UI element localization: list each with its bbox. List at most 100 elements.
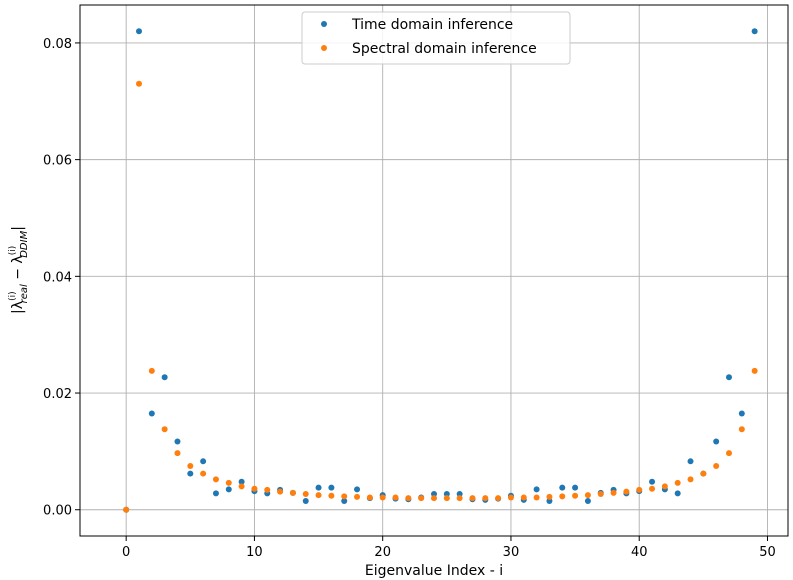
data-point bbox=[392, 494, 399, 501]
data-point bbox=[559, 484, 566, 491]
data-point bbox=[572, 492, 579, 499]
ylabel-minus: − λ bbox=[10, 255, 26, 284]
data-point bbox=[405, 495, 412, 502]
data-point bbox=[584, 492, 591, 499]
data-point bbox=[751, 28, 758, 35]
data-point bbox=[546, 493, 553, 500]
data-point bbox=[341, 497, 348, 504]
x-tick-label: 0 bbox=[122, 545, 130, 560]
ylabel-sup1: (i) bbox=[8, 291, 18, 301]
data-point bbox=[341, 493, 348, 500]
ylabel-close: | bbox=[10, 226, 26, 231]
data-point bbox=[418, 495, 425, 502]
data-point bbox=[687, 476, 694, 483]
data-point bbox=[533, 486, 540, 493]
data-point bbox=[507, 494, 514, 501]
data-point bbox=[661, 483, 668, 490]
data-point bbox=[212, 476, 219, 483]
data-point bbox=[687, 458, 694, 465]
plot-area-frame bbox=[79, 4, 789, 537]
y-axis-label: |λ(i)real − λ(i)DDIM| bbox=[8, 226, 30, 314]
data-point bbox=[174, 438, 181, 445]
data-point bbox=[751, 367, 758, 374]
data-point bbox=[148, 410, 155, 417]
data-point bbox=[366, 494, 373, 501]
data-point bbox=[212, 490, 219, 497]
data-point bbox=[225, 479, 232, 486]
ylabel-sub2: DDIM bbox=[19, 230, 30, 257]
data-point bbox=[302, 497, 309, 504]
data-point bbox=[649, 478, 656, 485]
data-point bbox=[161, 426, 168, 433]
data-point bbox=[649, 485, 656, 492]
data-point bbox=[482, 495, 489, 502]
data-point bbox=[726, 450, 732, 457]
data-point bbox=[700, 470, 707, 477]
data-point bbox=[431, 495, 437, 502]
grid-layer bbox=[80, 5, 788, 536]
data-point bbox=[713, 462, 720, 469]
data-point bbox=[328, 484, 335, 491]
data-point bbox=[289, 489, 296, 496]
data-point bbox=[200, 458, 207, 465]
data-point bbox=[738, 426, 745, 433]
points-layer bbox=[123, 28, 758, 513]
ylabel-sub1: real bbox=[19, 284, 30, 303]
data-point bbox=[674, 490, 681, 497]
data-point bbox=[469, 495, 476, 502]
data-point bbox=[354, 493, 361, 500]
data-point bbox=[533, 494, 540, 501]
data-point bbox=[674, 479, 681, 486]
x-tick-label: 50 bbox=[759, 545, 776, 560]
data-point bbox=[187, 462, 194, 469]
data-point bbox=[456, 495, 463, 502]
y-tick-label: 0.02 bbox=[43, 387, 72, 402]
data-point bbox=[610, 489, 617, 496]
data-point bbox=[225, 486, 232, 493]
data-point bbox=[597, 490, 604, 497]
legend-label-spectral: Spectral domain inference bbox=[352, 41, 537, 57]
x-axis-label: Eigenvalue Index - i bbox=[365, 563, 503, 579]
ylabel-open: |λ bbox=[10, 301, 26, 314]
data-point bbox=[238, 483, 245, 490]
data-point bbox=[738, 410, 745, 417]
x-tick-label: 30 bbox=[503, 545, 520, 560]
data-point bbox=[238, 478, 245, 485]
data-point bbox=[123, 506, 130, 513]
data-point bbox=[520, 494, 527, 501]
data-point bbox=[187, 470, 194, 477]
data-point bbox=[572, 484, 579, 491]
data-point bbox=[443, 495, 450, 502]
data-point bbox=[379, 494, 386, 501]
data-point bbox=[726, 374, 732, 381]
y-tick-label: 0.08 bbox=[43, 37, 72, 52]
data-point bbox=[354, 486, 361, 493]
ticks-layer: 0 10 20 30 40 50 0.00 0.02 0.04 0.06 0.08 bbox=[43, 37, 776, 560]
data-point bbox=[148, 367, 155, 374]
data-point bbox=[264, 486, 271, 493]
data-point bbox=[315, 492, 322, 499]
ylabel-sup2: (i) bbox=[8, 246, 18, 256]
legend-label-time: Time domain inference bbox=[351, 17, 513, 33]
data-point bbox=[200, 470, 207, 477]
legend: Time domain inference Spectral domain in… bbox=[301, 11, 571, 65]
series-1 bbox=[123, 80, 758, 513]
data-point bbox=[713, 438, 720, 445]
series-0 bbox=[123, 28, 758, 513]
data-point bbox=[277, 488, 284, 495]
x-tick-label: 10 bbox=[246, 545, 263, 560]
y-tick-label: 0.04 bbox=[43, 270, 72, 285]
data-point bbox=[302, 490, 309, 497]
x-tick-label: 20 bbox=[374, 545, 391, 560]
data-point bbox=[559, 493, 566, 500]
data-point bbox=[161, 374, 168, 381]
data-point bbox=[328, 492, 335, 499]
y-tick-label: 0.06 bbox=[43, 154, 72, 169]
legend-marker-time bbox=[321, 21, 327, 27]
data-point bbox=[315, 484, 322, 491]
legend-marker-spectral bbox=[321, 45, 327, 51]
data-point bbox=[136, 28, 142, 35]
data-point bbox=[584, 497, 591, 504]
svg-text:|λ(i)real − λ(i)DDIM|: |λ(i)real − λ(i)DDIM| bbox=[8, 226, 30, 314]
